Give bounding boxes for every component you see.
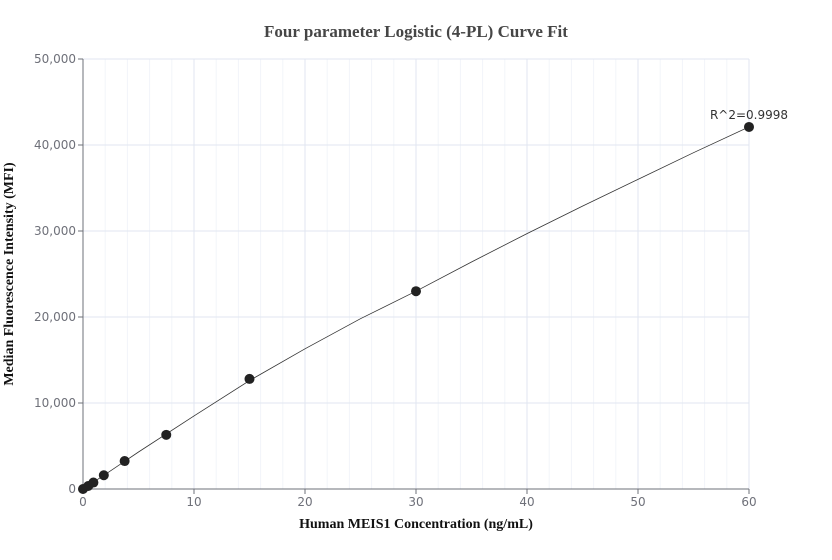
grid-lines [83, 58, 750, 489]
data-point [244, 373, 255, 384]
axes [78, 58, 750, 494]
data-point [744, 121, 754, 132]
y-tick-label: 50,000 [34, 52, 76, 66]
y-tick-label: 10,000 [34, 396, 76, 410]
data-point [411, 286, 421, 297]
y-tick-label: 30,000 [34, 224, 76, 238]
data-points [78, 121, 754, 494]
chart-title: Four parameter Logistic (4-PL) Curve Fit [264, 22, 568, 41]
data-point [161, 429, 172, 440]
x-tick-label: 0 [79, 495, 87, 509]
x-tick-label: 40 [519, 495, 534, 509]
x-tick-label: 50 [630, 495, 645, 509]
x-tick-label: 60 [741, 495, 756, 509]
x-tick-label: 10 [186, 495, 201, 509]
y-tick-label: 40,000 [34, 138, 76, 152]
y-tick-label: 0 [68, 482, 76, 496]
data-point [119, 456, 130, 467]
tick-labels: 0 10,000 20,000 30,000 40,000 50,000 0 10 20 30 40… [34, 52, 757, 509]
y-tick-label: 20,000 [34, 310, 76, 324]
x-tick-label: 20 [297, 495, 312, 509]
x-axis-label: Human MEIS1 Concentration (ng/mL) [299, 517, 533, 532]
data-point [88, 477, 99, 488]
fit-curve [82, 126, 750, 490]
data-point [98, 470, 109, 481]
r-squared-annotation: R^2=0.9998 [710, 108, 788, 122]
x-tick-label: 30 [408, 495, 423, 509]
